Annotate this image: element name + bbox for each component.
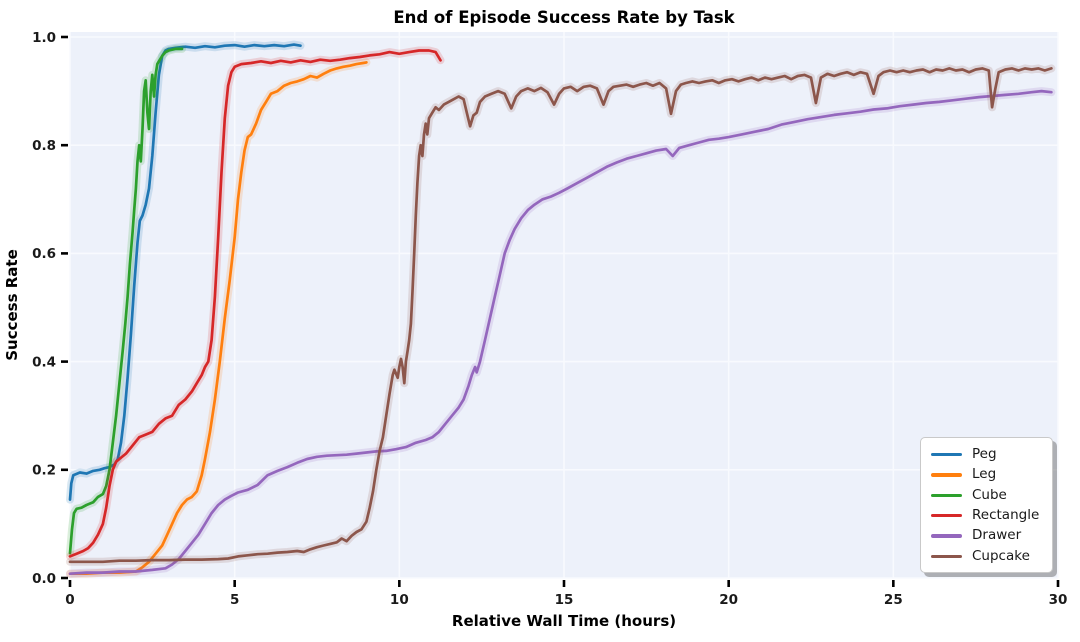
series-line-leg (68, 61, 368, 576)
cupcake-line-swatch (931, 554, 962, 559)
x-tick-label: 10 (390, 592, 409, 608)
series-line-cube (68, 47, 184, 555)
x-tick-label: 0 (65, 592, 74, 608)
legend-item-cube: Cube (931, 486, 1044, 505)
legend-label-peg: Peg (972, 445, 997, 462)
rectangle-line-swatch (931, 513, 962, 518)
x-axis-label: Relative Wall Time (hours) (452, 612, 676, 630)
legend-label-cupcake: Cupcake (972, 547, 1030, 564)
x-tick-label: 20 (719, 592, 738, 608)
leg-line-swatch (931, 473, 962, 477)
legend-item-drawer: Drawer (931, 527, 1044, 546)
cube-line-swatch (931, 493, 962, 498)
legend: Peg Leg Cube Rectangle Drawer Cupcake (920, 437, 1053, 573)
y-tick-label: 0.6 (32, 246, 56, 262)
x-tick-label: 5 (230, 592, 239, 608)
y-tick-label: 0.8 (32, 138, 56, 154)
legend-item-cupcake: Cupcake (931, 547, 1044, 566)
series-line-peg (68, 43, 302, 501)
legend-label-drawer: Drawer (972, 527, 1022, 544)
plot-area: 0 5 10 15 20 25 30 0.0 0.2 0.4 0.6 0.8 1.0 (32, 30, 1067, 608)
y-tick-label: 0.0 (32, 571, 56, 587)
y-tick-label: 1.0 (32, 30, 56, 46)
x-tick-label: 30 (1049, 592, 1068, 608)
legend-label-rectangle: Rectangle (972, 506, 1040, 523)
y-axis-label: Success Rate (3, 249, 21, 361)
x-tick-label: 15 (555, 592, 574, 608)
y-tick-label: 0.4 (32, 354, 56, 370)
legend-label-leg: Leg (972, 466, 997, 483)
legend-item-rectangle: Rectangle (931, 506, 1044, 525)
x-tick-label: 25 (884, 592, 903, 608)
y-tick-label: 0.2 (32, 463, 56, 479)
chart-title: End of Episode Success Rate by Task (393, 8, 735, 27)
legend-item-peg: Peg (931, 445, 1044, 464)
drawer-line-swatch (931, 534, 962, 538)
legend-label-cube: Cube (972, 486, 1007, 503)
series-line-rectangle (68, 49, 442, 558)
series-line-cupcake (68, 67, 1053, 564)
peg-line-swatch (931, 452, 962, 457)
legend-item-leg: Leg (931, 465, 1044, 484)
series-line-drawer (68, 89, 1053, 576)
